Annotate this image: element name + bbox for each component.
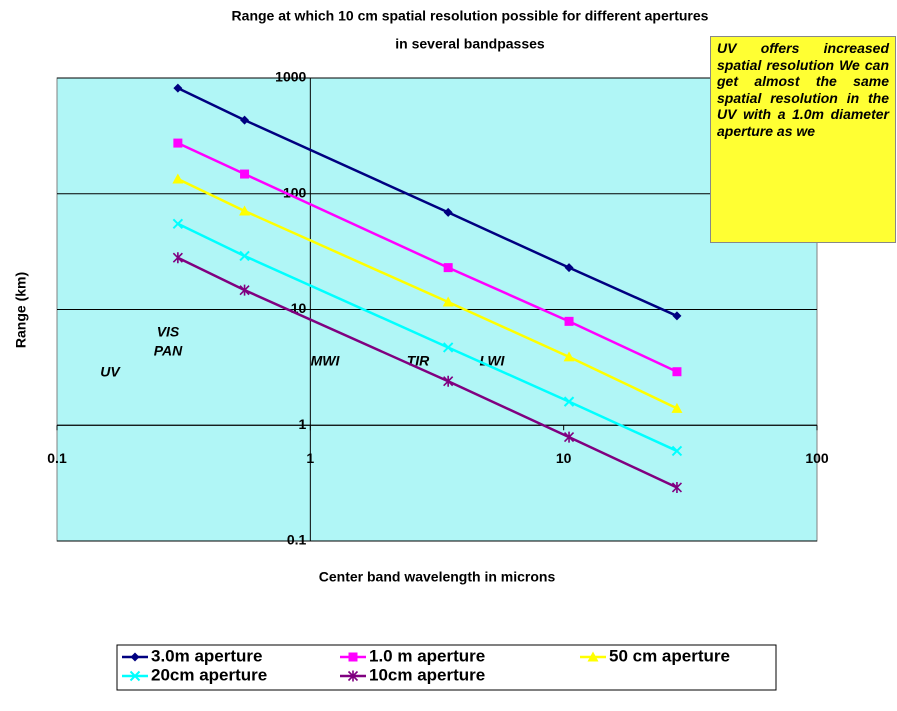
legend-label: 3.0m aperture	[151, 646, 263, 665]
legend-label: 1.0 m aperture	[369, 646, 485, 665]
marker	[563, 351, 575, 362]
x-tick-label: 10	[556, 450, 572, 466]
marker	[240, 115, 250, 125]
marker	[129, 670, 141, 682]
legend-item: 1.0 m aperture	[340, 646, 485, 665]
marker	[442, 296, 454, 307]
legend-label: 20cm aperture	[151, 665, 267, 684]
y-axis-label: Range (km)	[13, 272, 29, 348]
marker	[172, 218, 184, 230]
band-label: MWI	[311, 353, 341, 369]
legend-label: 10cm aperture	[369, 665, 485, 684]
marker	[443, 375, 454, 387]
x-tick-label: 100	[805, 450, 829, 466]
marker	[173, 83, 183, 93]
marker	[442, 342, 454, 353]
marker	[587, 651, 599, 662]
marker	[130, 652, 140, 662]
legend-item: 3.0m aperture	[122, 646, 263, 665]
marker	[563, 396, 575, 407]
x-tick-label: 0.1	[47, 450, 67, 466]
marker	[671, 402, 683, 413]
band-label: PAN	[154, 343, 183, 359]
marker	[672, 311, 682, 321]
note-box: UV offers increased spatial resolution W…	[710, 36, 896, 243]
y-tick-label: 100	[283, 184, 307, 200]
marker	[348, 652, 358, 662]
marker	[347, 670, 359, 682]
marker	[172, 173, 184, 184]
legend-label: 50 cm aperture	[609, 646, 730, 665]
chart-title: Range at which 10 cm spatial resolution …	[232, 8, 709, 24]
marker	[671, 445, 683, 457]
marker	[443, 263, 453, 273]
y-tick-label: 1000	[275, 69, 306, 85]
legend-box	[116, 644, 777, 691]
y-tick-label: 1	[299, 416, 307, 432]
band-label: TIR	[407, 353, 430, 369]
marker	[564, 316, 574, 326]
marker	[239, 205, 251, 216]
marker	[564, 263, 574, 273]
band-label: VIS	[157, 324, 180, 340]
marker	[172, 252, 183, 264]
marker	[563, 431, 575, 443]
marker	[672, 367, 682, 377]
y-tick-label: 0.1	[287, 532, 307, 548]
legend-item: 50 cm aperture	[580, 646, 730, 665]
band-label: UV	[100, 364, 121, 380]
marker	[173, 138, 183, 148]
marker	[239, 250, 250, 262]
legend-item: 10cm aperture	[340, 665, 485, 684]
marker	[671, 481, 683, 493]
legend-item: 20cm aperture	[122, 665, 267, 684]
marker	[239, 284, 250, 296]
x-axis-label: Center band wavelength in microns	[319, 569, 556, 585]
marker	[240, 169, 250, 179]
chart-title: in several bandpasses	[395, 36, 545, 52]
marker	[443, 207, 453, 217]
